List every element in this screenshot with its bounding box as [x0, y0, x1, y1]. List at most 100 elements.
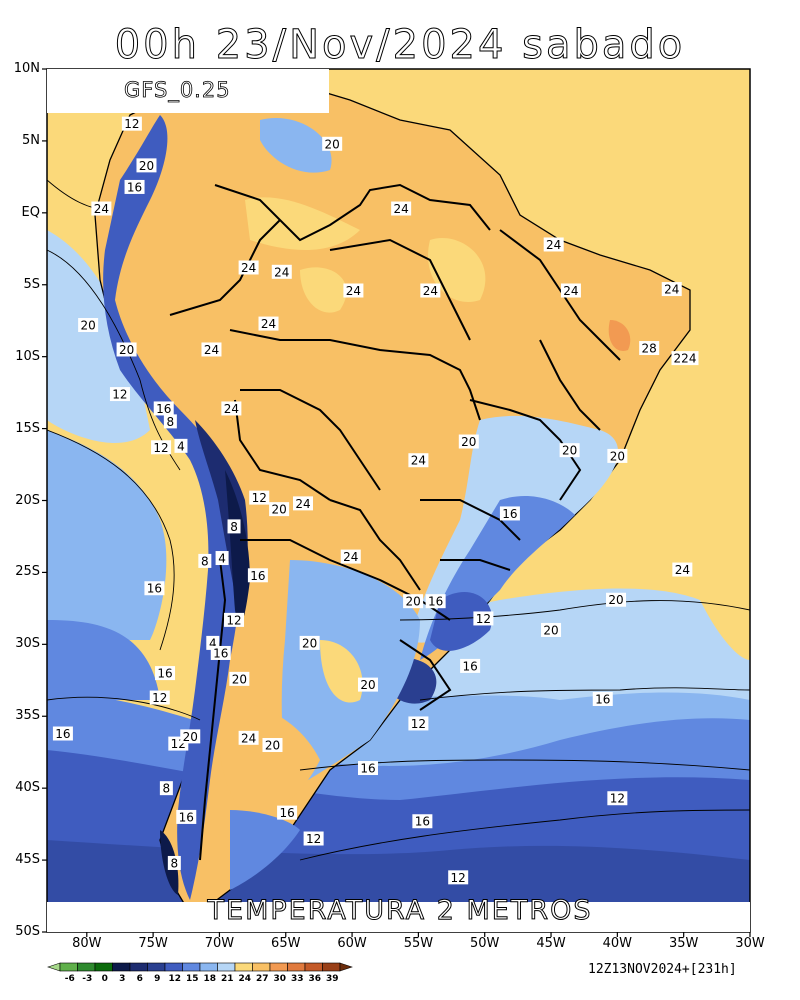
svg-text:8: 8 [163, 782, 171, 796]
contour-label: 24 [661, 282, 682, 297]
contour-label: 4 [174, 438, 188, 453]
lon-label: 45W [536, 936, 566, 951]
lat-label: 35S [15, 708, 40, 724]
colorbar [47, 962, 353, 972]
contour-label: 24 [560, 283, 581, 298]
andes-12 [103, 115, 242, 900]
svg-text:24: 24 [546, 238, 561, 252]
contour-label: 16 [277, 805, 298, 820]
svg-text:20: 20 [80, 319, 95, 333]
colorbar-label: 21 [220, 974, 234, 984]
contour-label: 8 [198, 553, 212, 568]
colorbar-label: -6 [64, 974, 75, 984]
svg-text:16: 16 [213, 646, 228, 660]
temperature-field [47, 69, 750, 932]
contour-label: 16 [592, 691, 613, 706]
model-label-box [47, 69, 329, 113]
svg-text:16: 16 [250, 569, 265, 583]
lon-label: 50W [470, 936, 500, 951]
contour-label: 20 [606, 592, 627, 607]
contour-label: 16 [52, 726, 73, 741]
colorbar-swatch [112, 962, 131, 972]
contour-label: 20 [229, 671, 250, 686]
contour-label: 16 [144, 581, 165, 596]
colorbar-swatch [287, 962, 306, 972]
svg-text:12: 12 [112, 388, 127, 402]
colorbar-label: 3 [119, 974, 126, 984]
svg-text:16: 16 [415, 815, 430, 829]
contour-label: 20 [607, 448, 628, 463]
lat-label: 15S [15, 420, 40, 436]
svg-text:12: 12 [124, 117, 139, 131]
contour-label: 24 [343, 283, 364, 298]
lon-label: 60W [337, 936, 367, 951]
lon-label: 70W [204, 936, 235, 951]
lat-label: 20S [15, 492, 40, 508]
contour-label: 8 [159, 781, 173, 796]
svg-text:16: 16 [147, 582, 162, 596]
svg-text:16: 16 [360, 762, 375, 776]
colorbar-label: 0 [101, 974, 108, 984]
svg-text:12: 12 [226, 613, 241, 627]
svg-text:8: 8 [171, 856, 179, 870]
svg-text:20: 20 [139, 159, 154, 173]
svg-text:20: 20 [608, 593, 623, 607]
colorbar-label: 33 [290, 974, 304, 984]
colorbar-swatch [59, 962, 78, 972]
contour-label: 20 [322, 136, 343, 151]
political-borders [169, 183, 621, 861]
svg-text:16: 16 [157, 667, 172, 681]
lon-label: 40W [602, 936, 633, 951]
svg-text:20: 20 [562, 444, 577, 458]
contour-label: 24 [391, 201, 412, 216]
lat-label: 25S [15, 564, 40, 580]
contour-label: 20 [403, 594, 424, 609]
svg-text:20: 20 [271, 503, 286, 517]
contour-label: 24 [271, 264, 292, 279]
svg-text:24: 24 [224, 402, 239, 416]
andes-3 [225, 470, 250, 625]
contour-label: 24 [408, 453, 429, 468]
contour-label: 12 [149, 690, 170, 705]
guiana-patch [260, 118, 332, 173]
run-info: 12Z13NOV2024+[231h] [588, 962, 737, 977]
colorbar-label: 9 [154, 974, 161, 984]
svg-text:8: 8 [167, 415, 175, 429]
contour-label: 12 [408, 716, 429, 731]
svg-text:12: 12 [252, 491, 267, 505]
variable-label: TEMPERATURA 2 METROS [207, 895, 593, 927]
contour-label: 24 [221, 401, 242, 416]
contour-label: 16 [247, 568, 268, 583]
colorbar-high-arrow [339, 962, 353, 972]
svg-text:24: 24 [675, 563, 690, 577]
svg-text:4: 4 [209, 636, 217, 650]
contour-label: 12 [448, 870, 469, 885]
contour-label: 12 [121, 116, 142, 131]
lon-label: 30W [735, 936, 765, 951]
colorbar-swatch [199, 962, 218, 972]
contour-label: 8 [227, 519, 241, 534]
svg-text:20: 20 [325, 137, 340, 151]
lon-label: 55W [403, 936, 434, 951]
contour-label: 24 [543, 237, 564, 252]
contour-label: 20 [116, 342, 137, 357]
svg-text:24: 24 [295, 497, 310, 511]
contour-label: 8 [163, 414, 177, 429]
patagonia-15 [230, 810, 300, 890]
contour-label: 224 [671, 351, 699, 366]
svg-text:12: 12 [411, 717, 426, 731]
svg-text:12: 12 [153, 441, 168, 455]
contour-label: 24 [91, 201, 112, 216]
svg-text:28: 28 [642, 342, 657, 356]
colorbar-swatch [164, 962, 183, 972]
svg-text:12: 12 [306, 832, 321, 846]
contour-label: 12 [303, 831, 324, 846]
contour-label: 12 [224, 612, 245, 627]
contour-label: 16 [460, 658, 481, 673]
svg-text:24: 24 [346, 284, 361, 298]
svg-text:12: 12 [610, 792, 625, 806]
svg-text:20: 20 [461, 435, 476, 449]
lon-label: 35W [668, 936, 699, 951]
svg-text:16: 16 [179, 810, 194, 824]
